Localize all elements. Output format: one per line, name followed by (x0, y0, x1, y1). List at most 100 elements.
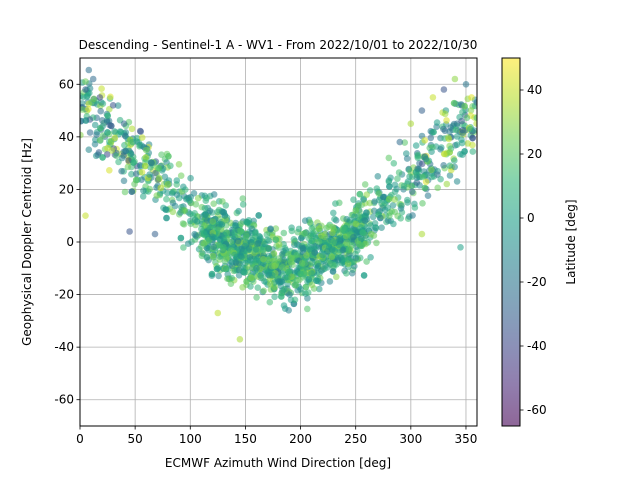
colorbar-frame (501, 57, 521, 427)
data-point (461, 148, 468, 155)
data-point (301, 230, 308, 237)
data-point (318, 267, 325, 274)
data-point (348, 269, 356, 277)
data-point (440, 162, 447, 169)
data-point (330, 262, 337, 269)
data-point (138, 134, 146, 141)
data-point (418, 230, 426, 238)
data-point (419, 200, 426, 207)
data-point (203, 254, 211, 261)
y-tick-label: -60 (54, 393, 74, 407)
data-point (284, 273, 291, 281)
data-point (194, 194, 202, 202)
data-points (80, 66, 477, 343)
y-tick-label: -20 (54, 288, 74, 302)
data-point (220, 244, 227, 251)
data-point (280, 286, 288, 293)
data-point (85, 105, 92, 113)
data-point (412, 168, 420, 176)
data-point (85, 146, 93, 153)
data-point (267, 226, 274, 233)
data-point (167, 162, 174, 170)
x-tick-label: 300 (399, 432, 422, 446)
data-point (203, 244, 211, 252)
data-point (111, 128, 118, 135)
x-tick-label: 50 (127, 432, 142, 446)
data-point (86, 129, 94, 136)
data-point (446, 149, 454, 156)
data-point (441, 150, 448, 158)
data-point (367, 222, 374, 229)
data-point (93, 131, 100, 138)
data-point (108, 122, 115, 130)
data-point (124, 163, 132, 171)
colorbar-tick-label: 0 (527, 211, 535, 225)
data-point (272, 225, 280, 232)
data-point (241, 269, 248, 276)
data-point (82, 86, 89, 93)
data-point (446, 172, 454, 179)
data-point (360, 196, 367, 203)
data-point (430, 128, 437, 136)
data-point (473, 114, 477, 122)
data-point (459, 108, 466, 116)
data-point (403, 150, 410, 157)
data-point (92, 136, 99, 144)
data-point (332, 200, 339, 207)
data-point (129, 138, 137, 146)
data-point (437, 175, 444, 183)
data-point (157, 184, 164, 192)
data-point (403, 155, 411, 162)
data-point (297, 270, 305, 278)
data-point (243, 278, 250, 285)
x-tick-label: 150 (234, 432, 257, 446)
data-point (248, 274, 255, 281)
data-point (275, 278, 282, 285)
data-point (334, 256, 342, 264)
data-point (169, 199, 177, 207)
data-point (440, 86, 448, 93)
data-point (151, 230, 159, 238)
colorbar-tick-label: 40 (527, 83, 542, 97)
data-point (85, 66, 93, 74)
data-point (450, 99, 458, 107)
data-point (421, 137, 429, 144)
data-point (97, 125, 104, 132)
data-point (447, 124, 455, 131)
data-point (209, 233, 216, 240)
data-point (202, 197, 210, 204)
data-point (355, 202, 362, 209)
data-point (177, 234, 185, 242)
data-point (80, 131, 84, 139)
data-point (421, 184, 429, 192)
data-point (107, 93, 114, 101)
x-tick-label: 0 (76, 432, 84, 446)
data-point (378, 224, 385, 231)
data-point (146, 185, 153, 193)
x-axis-ticks: 0 50 100 150 200 250 300 350 (76, 426, 477, 446)
data-point (333, 273, 340, 281)
data-point (214, 309, 222, 317)
data-point (156, 174, 163, 182)
data-point (243, 232, 250, 240)
data-point (271, 293, 278, 301)
data-point (467, 125, 474, 133)
data-point (422, 155, 430, 163)
data-point (221, 258, 229, 265)
data-point (328, 253, 336, 261)
data-point (315, 238, 323, 245)
data-point (130, 159, 137, 166)
y-tick-label: 60 (59, 77, 74, 91)
data-point (126, 228, 133, 235)
data-point (161, 173, 169, 181)
data-point (107, 138, 115, 145)
data-point (222, 265, 230, 273)
data-point (459, 129, 466, 137)
data-point (177, 172, 185, 179)
data-point (219, 198, 226, 205)
data-point (348, 242, 356, 249)
y-axis-ticks: -60 -40 -20 0 20 40 60 (54, 77, 80, 407)
data-point (308, 237, 316, 245)
data-point (290, 236, 298, 243)
